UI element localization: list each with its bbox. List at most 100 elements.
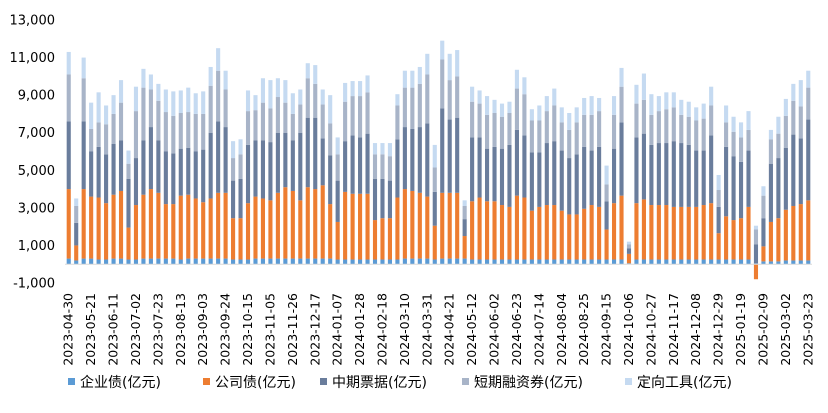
bar-segment-1	[806, 260, 811, 265]
bar-segment-2	[358, 193, 363, 260]
bar-segment-3	[582, 146, 587, 209]
bar-segment-4	[626, 244, 632, 249]
bar-segment-5	[335, 137, 340, 155]
bar-segment-5	[156, 83, 161, 101]
bar-segment-2	[118, 190, 124, 259]
x-tick-label: 2024-03-31	[419, 293, 434, 366]
bar-segment-5	[649, 94, 654, 115]
x-tick-label: 2024-08-04	[554, 293, 569, 366]
bar-segment-4	[313, 83, 318, 118]
bar-segment-2	[238, 218, 243, 260]
bar-segment-3	[679, 143, 684, 207]
bar-segment-5	[470, 86, 475, 102]
y-tick-label: 7,000	[18, 126, 55, 141]
bar-segment-3	[193, 151, 198, 199]
bar-segment-4	[761, 195, 766, 219]
x-tick-label: 2024-11-17	[666, 293, 681, 366]
x-tick-label: 2024-07-14	[531, 293, 546, 366]
bar-segment-3	[111, 143, 116, 195]
bar-segment-5	[604, 165, 609, 185]
bar-segment-2	[574, 214, 579, 260]
bar-segment-1	[305, 258, 310, 265]
bar-segment-3	[746, 150, 751, 207]
bar-segment-5	[798, 80, 803, 107]
bar-segment-5	[589, 96, 594, 115]
bar-segment-1	[671, 259, 676, 265]
bar-segment-2	[529, 210, 534, 260]
bar-segment-1	[641, 259, 646, 265]
bar-segment-4	[619, 86, 624, 123]
bar-segment-5	[260, 78, 266, 103]
bar-segment-1	[522, 259, 527, 265]
bar-segment-3	[126, 178, 131, 228]
bar-segment-4	[694, 120, 699, 151]
x-tick-label: 2023-11-05	[262, 293, 277, 366]
bar-segment-1	[589, 259, 594, 265]
bar-segment-1	[380, 259, 385, 265]
bar-segment-3	[298, 132, 303, 201]
y-tick-label: -1,000	[13, 277, 55, 292]
bar-segment-3	[313, 117, 318, 190]
x-tick-label: 2024-03-10	[397, 293, 412, 366]
bar-segment-3	[462, 219, 467, 237]
bar-segment-4	[201, 113, 206, 150]
bar-segment-3	[425, 123, 430, 197]
bar-segment-1	[275, 258, 280, 265]
bar-segment-2	[724, 216, 729, 260]
bar-segment-1	[223, 258, 228, 265]
bar-segment-2	[522, 197, 527, 260]
x-tick-label: 2024-02-18	[374, 293, 389, 366]
bar-segment-3	[701, 150, 706, 206]
bar-segment-1	[283, 258, 288, 265]
bar-segment-5	[208, 66, 213, 86]
bar-segment-2	[223, 192, 228, 259]
bar-segment-5	[686, 101, 691, 117]
bar-segment-5	[776, 116, 781, 134]
x-tick-label: 2024-01-28	[352, 293, 367, 366]
bar-segment-2	[290, 190, 295, 259]
bar-segment-5	[74, 198, 79, 206]
bar-segment-1	[118, 258, 124, 265]
bar-segment-5	[559, 107, 564, 123]
legend-label: 公司债(亿元)	[215, 375, 296, 391]
bar-segment-2	[589, 205, 594, 260]
bar-segment-5	[395, 94, 400, 106]
bar-segment-2	[701, 205, 706, 260]
bar-segment-1	[776, 261, 781, 265]
bar-segment-1	[343, 259, 348, 265]
bar-segment-3	[410, 128, 415, 191]
bar-segment-3	[417, 127, 422, 193]
bar-segment-3	[709, 135, 714, 204]
bar-segment-4	[290, 113, 295, 141]
bar-segment-2	[201, 202, 206, 259]
bar-segment-4	[529, 120, 534, 153]
bar-segment-4	[283, 102, 288, 133]
bar-segment-1	[761, 261, 766, 265]
bar-segment-5	[567, 112, 572, 130]
bar-segment-5	[529, 109, 534, 121]
bar-segment-2	[260, 198, 266, 259]
bar-segment-4	[238, 154, 243, 179]
bar-segment-2	[791, 205, 796, 261]
bar-segment-3	[66, 121, 71, 190]
bar-segment-2	[96, 197, 101, 260]
bar-segment-2	[350, 193, 355, 260]
bar-segment-3	[589, 150, 594, 206]
bar-segment-1	[552, 259, 557, 265]
bar-segment-2	[141, 194, 146, 259]
bar-segment-4	[111, 113, 116, 144]
bar-segment-3	[641, 133, 646, 200]
bar-segment-1	[104, 259, 109, 265]
bar-segment-3	[89, 151, 94, 197]
bar-segment-1	[537, 259, 542, 265]
bar-segment-1	[529, 259, 534, 265]
legend-label: 中期票据(亿元)	[332, 375, 427, 391]
bar-segment-2	[298, 200, 303, 259]
bar-segment-5	[290, 93, 295, 114]
bar-segment-5	[716, 174, 721, 191]
x-tick-label: 2023-09-03	[195, 293, 210, 366]
bar-segment-3	[634, 137, 639, 204]
bar-segment-1	[253, 258, 258, 265]
bar-segment-1	[208, 258, 213, 265]
bar-segment-4	[582, 114, 587, 147]
